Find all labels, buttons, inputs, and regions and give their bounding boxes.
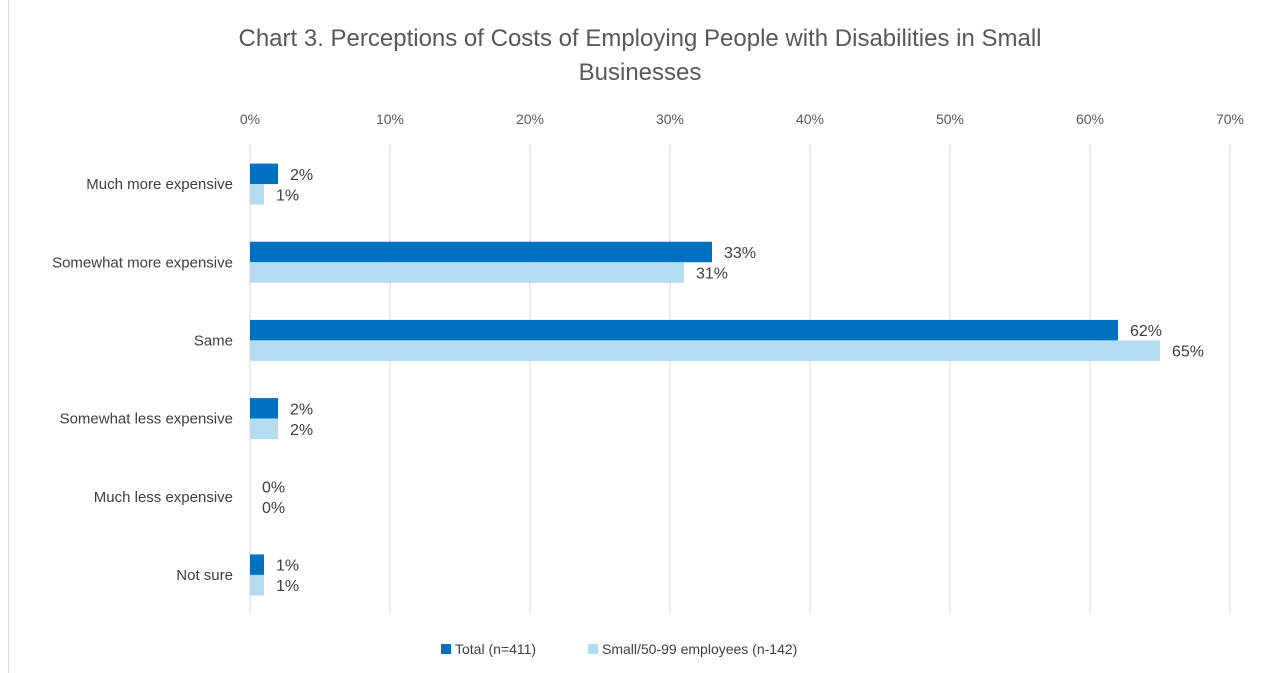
data-label: 2% — [290, 167, 313, 184]
bar — [250, 398, 278, 419]
legend-swatch — [441, 644, 451, 654]
category-label: Much less expensive — [94, 489, 233, 506]
gridlines — [249, 145, 1231, 614]
chart-frame: Chart 3. Perceptions of Costs of Employi… — [8, 0, 1261, 673]
data-label: 0% — [262, 480, 285, 497]
x-tick-label: 50% — [936, 111, 964, 127]
category-label: Somewhat more expensive — [52, 254, 233, 271]
data-label: 65% — [1172, 344, 1204, 361]
x-tick-label: 60% — [1076, 111, 1104, 127]
bar — [250, 319, 1118, 341]
data-label: 2% — [290, 401, 313, 418]
x-axis-ticks: 0% 10% 20% 30% 40% 50% 60% 70% — [240, 111, 1244, 127]
category-label: Not sure — [176, 567, 233, 584]
bar — [250, 340, 1160, 361]
x-tick-label: 20% — [516, 111, 544, 127]
data-label: 62% — [1130, 323, 1162, 340]
chart-title: Chart 3. Perceptions of Costs of Employi… — [238, 25, 1041, 86]
chart-title-line: Businesses — [579, 59, 702, 86]
bar — [250, 574, 264, 596]
data-label: 1% — [276, 558, 299, 575]
data-label: 1% — [276, 187, 299, 204]
bar — [250, 554, 264, 575]
bar — [250, 418, 278, 440]
x-tick-label: 30% — [656, 111, 684, 127]
data-label: 1% — [276, 578, 299, 595]
data-label: 33% — [724, 245, 756, 262]
chart-title-line: Chart 3. Perceptions of Costs of Employi… — [238, 25, 1041, 52]
bars — [250, 163, 1160, 596]
bar — [250, 262, 684, 283]
x-tick-label: 10% — [376, 111, 404, 127]
legend: Total (n=411) Small/50-99 employees (n-14… — [441, 641, 797, 657]
legend-entry: Small/50-99 employees (n-142) — [602, 641, 797, 657]
category-label: Much more expensive — [86, 176, 233, 193]
data-label: 31% — [696, 266, 728, 283]
data-label: 0% — [262, 500, 285, 517]
x-tick-label: 70% — [1216, 111, 1244, 127]
bar — [250, 241, 712, 263]
data-label: 2% — [290, 422, 313, 439]
category-label: Somewhat less expensive — [60, 411, 233, 428]
bar — [250, 184, 264, 205]
legend-swatch — [588, 644, 598, 654]
x-tick-label: 40% — [796, 111, 824, 127]
category-label: Same — [194, 332, 233, 349]
legend-entry: Total (n=411) — [455, 641, 536, 657]
x-tick-label: 0% — [240, 111, 260, 127]
bar — [250, 163, 278, 185]
bar-chart: Chart 3. Perceptions of Costs of Employi… — [52, 25, 1244, 657]
data-labels: 2% 1% 33% 31% 62% 65% 2% 2% 0% 0% 1% 1% — [262, 167, 1204, 595]
category-labels: Much more expensive Somewhat more expensi… — [52, 176, 233, 584]
